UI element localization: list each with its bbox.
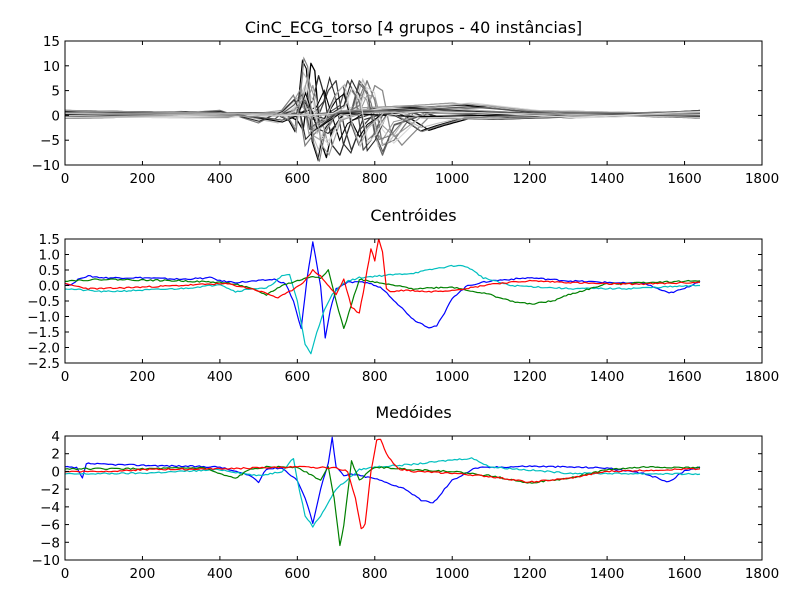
series-group xyxy=(65,436,701,547)
y-tick-label: 0 xyxy=(51,464,60,480)
y-tick-label: −5 xyxy=(40,133,60,149)
x-tick-label: 0 xyxy=(61,566,70,582)
x-tick-label: 0 xyxy=(61,369,70,385)
x-tick-label: 1200 xyxy=(512,566,546,582)
x-tick-label: 1800 xyxy=(745,369,779,385)
y-tick-label: −10 xyxy=(32,553,61,569)
y-tick-label: 1.5 xyxy=(39,232,60,248)
x-tick-label: 1600 xyxy=(667,369,701,385)
y-tick-label: −10 xyxy=(32,158,61,174)
x-tick-label: 1800 xyxy=(745,171,779,187)
x-tick-label: 0 xyxy=(61,171,70,187)
y-tick-label: 10 xyxy=(43,59,60,75)
y-tick-label: 15 xyxy=(43,34,60,50)
x-tick-label: 1200 xyxy=(512,369,546,385)
x-tick-label: 1000 xyxy=(435,171,469,187)
x-tick-label: 800 xyxy=(362,369,388,385)
series-line xyxy=(65,264,700,355)
raw-panel: CinC_ECG_torso [4 grupos - 40 instâncias… xyxy=(32,18,780,187)
series-line xyxy=(65,93,701,131)
y-tick-label: 0.0 xyxy=(39,279,60,295)
y-tick-label: 4 xyxy=(51,429,60,445)
series-line xyxy=(65,96,700,135)
y-tick-label: −0.5 xyxy=(27,294,60,310)
y-tick-label: −2.0 xyxy=(27,341,60,357)
series-line xyxy=(65,89,700,142)
x-tick-label: 1600 xyxy=(667,566,701,582)
x-tick-label: 800 xyxy=(362,171,388,187)
y-tick-label: −2.5 xyxy=(27,356,60,372)
x-tick-label: 400 xyxy=(207,566,233,582)
x-tick-label: 1800 xyxy=(745,566,779,582)
series-line xyxy=(65,438,701,530)
centroids-panel: Centróides 0 200 400 600 800 1000 1200 1400 1600 1… xyxy=(27,206,779,385)
x-tick-label: 600 xyxy=(284,171,310,187)
y-tick-label: −6 xyxy=(40,518,60,534)
x-tick-label: 200 xyxy=(130,369,156,385)
chart-title: Medóides xyxy=(375,403,451,422)
x-tick-label: 1000 xyxy=(435,369,469,385)
series-line xyxy=(65,86,701,144)
x-tick-label: 1400 xyxy=(590,369,624,385)
series-line xyxy=(65,269,701,329)
y-tick-label: 0 xyxy=(51,108,60,124)
x-tick-label: 800 xyxy=(362,566,388,582)
x-tick-label: 200 xyxy=(130,566,156,582)
x-tick-label: 1600 xyxy=(667,171,701,187)
medoids-panel: Medóides 0 200 400 600 800 1000 1200 1400 1600 180… xyxy=(32,403,780,582)
x-tick-label: 1000 xyxy=(435,566,469,582)
axes-frame xyxy=(64,435,763,561)
chart-title: CinC_ECG_torso [4 grupos - 40 instâncias… xyxy=(245,18,582,38)
series-group xyxy=(65,239,701,355)
x-tick-label: 1400 xyxy=(590,566,624,582)
series-line xyxy=(65,436,701,525)
series-line xyxy=(65,241,701,339)
y-tick-label: 5 xyxy=(51,84,60,100)
y-tick-label: −1.5 xyxy=(27,325,60,341)
x-tick-label: 1400 xyxy=(590,171,624,187)
y-tick-label: 2 xyxy=(51,447,60,463)
chart-title: Centróides xyxy=(370,206,456,225)
x-tick-label: 600 xyxy=(284,566,310,582)
y-tick-label: 1.0 xyxy=(39,248,60,264)
axes-frame xyxy=(64,40,763,166)
y-tick-label: −4 xyxy=(40,500,60,516)
series-group xyxy=(65,56,701,162)
x-tick-label: 200 xyxy=(130,171,156,187)
x-tick-label: 600 xyxy=(284,369,310,385)
y-tick-label: −1.0 xyxy=(27,310,60,326)
x-tick-label: 400 xyxy=(207,369,233,385)
x-tick-label: 1200 xyxy=(512,171,546,187)
series-line xyxy=(65,56,701,162)
series-line xyxy=(65,239,701,314)
x-tick-label: 400 xyxy=(207,171,233,187)
y-tick-label: −2 xyxy=(40,482,60,498)
series-line xyxy=(65,460,701,547)
y-tick-label: 0.5 xyxy=(39,263,60,279)
y-tick-label: −8 xyxy=(40,535,60,551)
